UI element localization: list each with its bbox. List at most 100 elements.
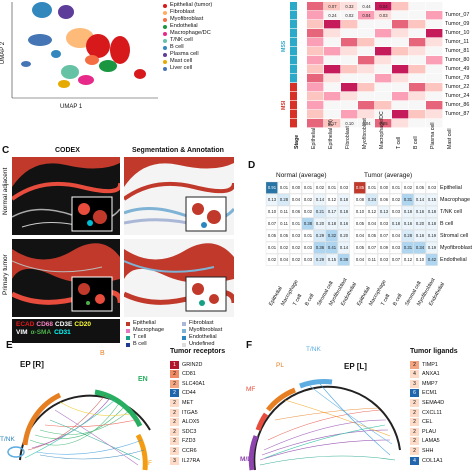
gene-row: 2 CEL [410, 418, 433, 427]
receptors-title: Tumor receptors [170, 348, 226, 355]
heatmap-cell [313, 253, 326, 266]
heatmap-cell [307, 83, 324, 92]
heatmap-value: 0.02 [391, 197, 401, 202]
legend-swatch [126, 342, 130, 347]
celltype-legend-item: Undefined [182, 341, 238, 348]
heatmap-cell [375, 38, 392, 47]
gene-rank-box: 2 [410, 408, 419, 417]
heatmap-value: 0.09 [379, 245, 389, 250]
heatmap-cell [313, 241, 326, 254]
tumor-row-label: Tumor_22 [445, 84, 470, 90]
celltype-legend-item: Fibroblast [182, 320, 238, 327]
heatmap-cell [337, 181, 350, 194]
heatmap-cell [389, 241, 402, 254]
heatmap-cell [365, 181, 378, 194]
heatmap-cell [409, 29, 426, 38]
heatmap-cell [375, 74, 392, 83]
heatmap-cell [392, 92, 409, 101]
heatmap-cell [324, 56, 341, 65]
gene-row: 2 CXCL11 [410, 408, 442, 417]
tumor-title: Tumor (average) [364, 172, 413, 179]
heatmap-cell [337, 193, 350, 206]
heatmap-value: 0.03 [303, 245, 313, 250]
legend-swatch [163, 24, 167, 29]
legend-swatch [126, 321, 130, 326]
heatmap-value: 0.42 [427, 257, 437, 262]
gene-rank-box: 1 [170, 360, 179, 369]
heatmap-cell [409, 11, 426, 20]
heatmap-cell [375, 119, 392, 128]
heatmap-cell [392, 56, 409, 65]
heatmap-value: 0.18 [339, 209, 349, 214]
heatmap-cell [353, 217, 366, 230]
legend-swatch [182, 328, 186, 333]
heatmap-cell [277, 205, 290, 218]
heatmap-value: 0.24 [367, 197, 377, 202]
heatmap-value: 0.05 [279, 233, 289, 238]
heatmap-cell [392, 83, 409, 92]
gene-rank-box: 2 [170, 437, 179, 446]
heatmap-cell [337, 229, 350, 242]
gene-name: PLAU [422, 428, 437, 435]
row-label: Epithelial [440, 185, 462, 191]
heatmap-value: 0.16 [415, 233, 425, 238]
heatmap-cell [413, 205, 426, 218]
umap-legend-item: Myofibroblast [163, 16, 212, 23]
heatmap-cell [301, 241, 314, 254]
heatmap-cell [337, 205, 350, 218]
marker-label: CD20 [74, 321, 92, 328]
heatmap-cell [324, 74, 341, 83]
umap-legend-item: Plasma cell [163, 51, 212, 58]
heatmap-cell [324, 2, 341, 11]
heatmap-cell [401, 205, 414, 218]
heatmap-cell [341, 56, 358, 65]
heatmap-value: 0.04 [355, 233, 365, 238]
heatmap-cell [392, 119, 409, 128]
heatmap-cell [307, 11, 324, 20]
gene-name: MET [182, 399, 194, 406]
heatmap-cell [290, 101, 297, 110]
legend-label: Macrophage [133, 327, 165, 333]
gene-rank-box: 2 [410, 418, 419, 427]
heatmap-value: 0.00 [291, 185, 301, 190]
heatmap-value: 0.02 [279, 245, 289, 250]
umap-legend-item: T/NK cell [163, 37, 212, 44]
heatmap-cell [375, 47, 392, 56]
heatmap-value: 0.18 [403, 209, 413, 214]
legend-label: Endothelial [170, 23, 198, 29]
heatmap-cell [365, 193, 378, 206]
gene-rank-box: 2 [170, 398, 179, 407]
heatmap-cell [365, 205, 378, 218]
heatmap-value: 0.04 [291, 197, 301, 202]
heatmap-cell [301, 181, 314, 194]
heatmap-value: 0.20 [415, 221, 425, 226]
gene-row: 1 GRIN2D [170, 360, 202, 369]
heatmap-cell [307, 74, 324, 83]
heatmap-cell [389, 181, 402, 194]
heatmap-cell [341, 110, 358, 119]
heatmap-cell [325, 253, 338, 266]
gene-name: FZD3 [182, 438, 196, 445]
legend-swatch [163, 52, 167, 57]
heatmap-value: 0.05 [367, 233, 377, 238]
tumor-row-label: Tumor_09 [445, 21, 470, 27]
heatmap-cell [426, 47, 443, 56]
heatmap-value: 0.20 [339, 233, 349, 238]
heatmap-value: 0.11 [368, 257, 376, 262]
heatmap-value: 0.13 [267, 197, 277, 202]
heatmap-value: 0.13 [379, 209, 389, 214]
tumor-row-label: Tumor_11 [445, 39, 469, 45]
gene-row: 4 ANXA1 [410, 370, 440, 379]
heatmap-cell [377, 253, 390, 266]
legend-swatch [163, 45, 167, 50]
gene-row: 3 MMP7 [410, 379, 438, 388]
heatmap-cell [425, 193, 438, 206]
legend-label: Endothelial [189, 334, 217, 340]
heatmap-value: 0.02 [291, 257, 301, 262]
heatmap-value: 0.12 [367, 209, 377, 214]
heatmap-cell [377, 229, 390, 242]
gene-name: SHH [422, 447, 434, 454]
heatmap-cell [307, 56, 324, 65]
heatmap-cell [353, 181, 366, 194]
umap-legend-item: Macrophage/DC [163, 30, 212, 37]
